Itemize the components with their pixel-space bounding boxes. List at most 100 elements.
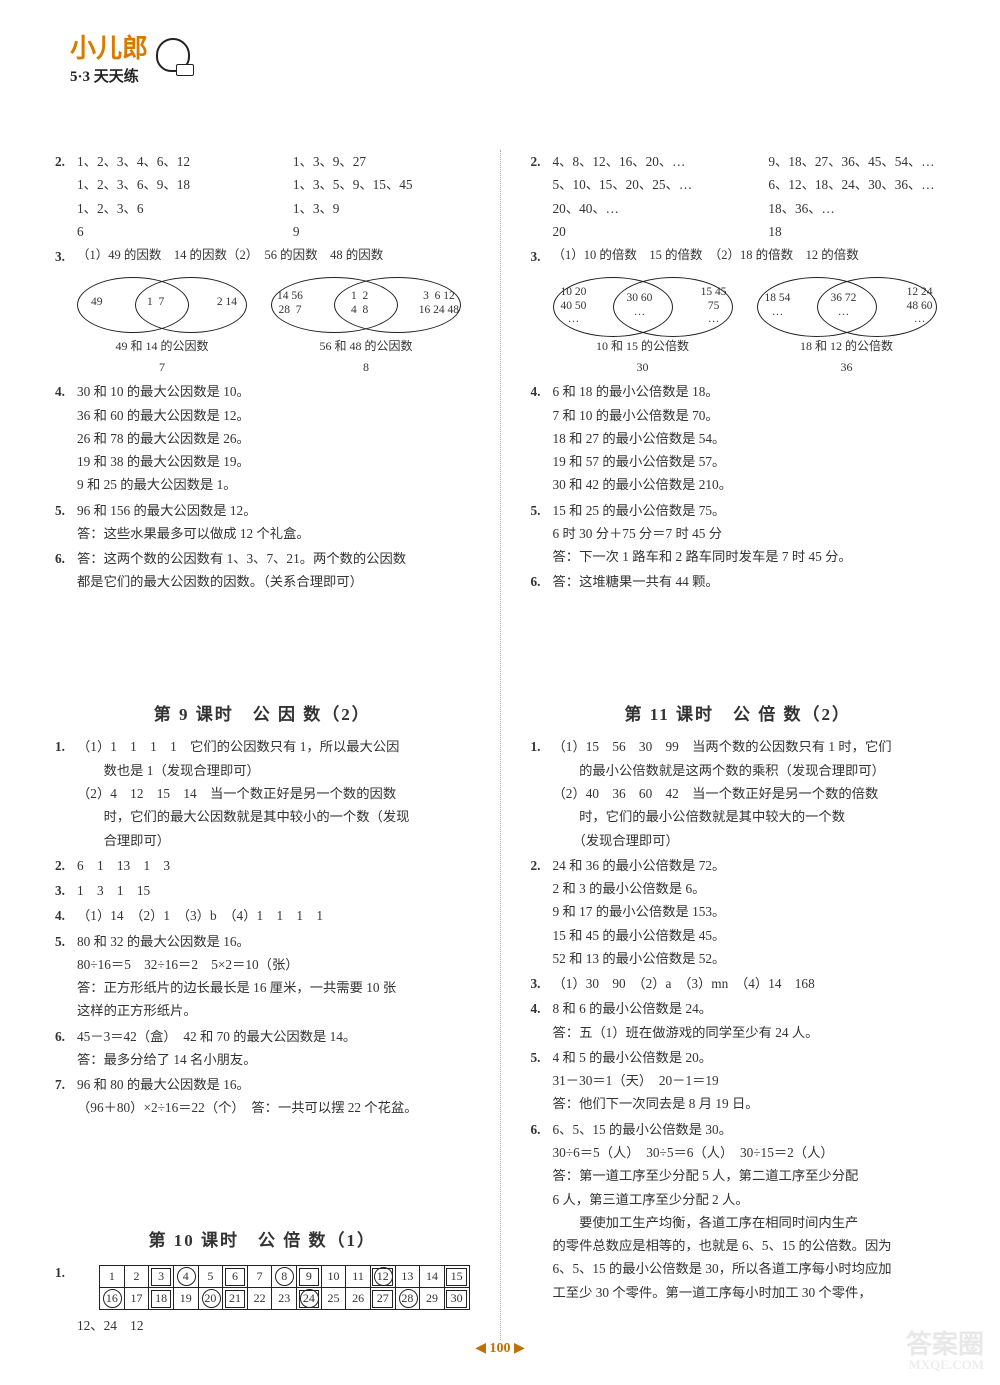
line: （1）15 56 30 99 当两个数的公因数只有 1 时，它们 [553, 735, 946, 758]
line: 9 和 17 的最小公倍数是 153。 [553, 900, 946, 923]
number-grid: 1234567891011121314151617181920212223242… [99, 1265, 470, 1310]
item-body: 答：这两个数的公因数有 1、3、7、21。两个数的公因数 都是它们的最大公因数的… [77, 547, 470, 594]
grid-cell: 11 [346, 1266, 371, 1288]
line: （1）30 90 （2）a （3）mn （4）14 168 [553, 972, 946, 995]
item-body: 24 和 36 的最小公倍数是 72。 2 和 3 的最小公倍数是 6。 9 和… [553, 854, 946, 970]
grid-cell: 23 [272, 1288, 297, 1310]
line: 数也是 1（发现合理即可） [77, 759, 470, 782]
grid-cell: 14 [420, 1266, 445, 1288]
line: 2 和 3 的最小公倍数是 6。 [553, 877, 946, 900]
line: （1）1 1 1 1 它们的公因数只有 1，所以最大公因 [77, 735, 470, 758]
line: 80 和 32 的最大公因数是 16。 [77, 930, 470, 953]
line: 12、24 12 [77, 1314, 470, 1337]
item-body: 6 和 18 的最小公倍数是 18。 7 和 10 的最小公倍数是 70。 18… [553, 380, 946, 496]
venn-answer: 30 [553, 357, 733, 378]
grid-cell: 19 [173, 1288, 198, 1310]
item-number: 1. [531, 735, 553, 851]
item-s11-2: 2. 24 和 36 的最小公倍数是 72。 2 和 3 的最小公倍数是 6。 … [531, 854, 946, 970]
item-number: 1. [55, 735, 77, 851]
grid-cell: 13 [395, 1266, 420, 1288]
venn-left: 18 54 … [765, 292, 791, 318]
line: 24 和 36 的最小公倍数是 72。 [553, 854, 946, 877]
page-footer: ◀ 100 ▶ [0, 1340, 1000, 1357]
grid-cell: 7 [247, 1266, 272, 1288]
venn-mid: 30 60 … [627, 292, 653, 318]
item-number: 1. [55, 1261, 77, 1337]
line: 答：第一道工序至少分配 5 人，第二道工序至少分配 [553, 1164, 946, 1187]
watermark-sub: MXQE.COM [906, 1358, 984, 1371]
line: （1）14 （2）1 （3）b （4）1 1 1 1 [77, 904, 470, 927]
item-L-5: 5. 96 和 156 的最大公因数是 12。 答：这些水果最多可以做成 12 … [55, 499, 470, 546]
line: 工至少 30 个零件。第一道工序每小时加工 30 个零件， [553, 1281, 946, 1304]
grid-cell: 20 [198, 1288, 223, 1310]
item-number: 4. [531, 997, 553, 1044]
item-number: 5. [55, 499, 77, 546]
right-column: 2. 4、8、12、16、20、…9、18、27、36、45、54、… 5、10… [531, 150, 946, 1340]
venn-pair: 49 1 7 2 14 49 和 14 的公因数 7 14 56 28 7 1 … [77, 272, 470, 378]
line: 6、5、15 的最小公倍数是 30。 [553, 1118, 946, 1141]
item-R-6: 6. 答：这堆糖果一共有 44 颗。 [531, 570, 946, 593]
grid-cell: 2 [124, 1266, 149, 1288]
grid-cell: 21 [223, 1288, 248, 1310]
grid-cell: 18 [149, 1288, 174, 1310]
footer-arrow-left-icon: ◀ [475, 1341, 486, 1356]
grid-cell: 24 [297, 1288, 322, 1310]
cell: 20 [553, 220, 769, 243]
line: 31－30＝1（天） 20－1＝19 [553, 1069, 946, 1092]
cell: 1、2、3、6、9、18 [77, 173, 293, 196]
cell: 9 [293, 220, 470, 243]
item-R-4: 4. 6 和 18 的最小公倍数是 18。 7 和 10 的最小公倍数是 70。… [531, 380, 946, 496]
grid-cell: 10 [321, 1266, 346, 1288]
line: 答：这两个数的公因数有 1、3、7、21。两个数的公因数 [77, 547, 470, 570]
brand-bottom: 5·3 天天练 [70, 65, 148, 86]
grid-cell: 9 [297, 1266, 322, 1288]
grid-cell: 29 [420, 1288, 445, 1310]
cell: 18 [768, 220, 945, 243]
venn-right: 12 24 48 60 … [907, 286, 933, 326]
grid-cell: 16 [100, 1288, 125, 1310]
item-number: 6. [531, 1118, 553, 1304]
line: 80÷16＝5 32÷16＝2 5×2＝10（张） [77, 953, 470, 976]
item-body: 4、8、12、16、20、…9、18、27、36、45、54、… 5、10、15… [553, 150, 946, 243]
grid-cell: 26 [346, 1288, 371, 1310]
item-number: 5. [55, 930, 77, 1023]
item-body: （1）10 的倍数 15 的倍数 （2）18 的倍数 12 的倍数 [553, 245, 946, 268]
item-number: 7. [55, 1073, 77, 1120]
line: 6 和 18 的最小公倍数是 18。 [553, 380, 946, 403]
grid-cell: 30 [444, 1288, 469, 1310]
venn-bottom-label: 10 和 15 的公倍数 [553, 336, 733, 357]
item-number: 5. [531, 1046, 553, 1116]
item-R-2: 2. 4、8、12、16、20、…9、18、27、36、45、54、… 5、10… [531, 150, 946, 243]
item-number: 3. [55, 245, 77, 268]
item-body: 4 和 5 的最小公倍数是 20。 31－30＝1（天） 20－1＝19 答：他… [553, 1046, 946, 1116]
cell: 18、36、… [768, 197, 945, 220]
line: 96 和 80 的最大公因数是 16。 [77, 1073, 470, 1096]
line: 30 和 10 的最大公因数是 10。 [77, 380, 470, 403]
item-number: 6. [55, 1025, 77, 1072]
item-s9-1: 1. （1）1 1 1 1 它们的公因数只有 1，所以最大公因 数也是 1（发现… [55, 735, 470, 851]
watermark: 答案圈 MXQE.COM [906, 1332, 984, 1371]
line: 的零件总数应是相等的，也就是 6、5、15 的公倍数。因为 [553, 1234, 946, 1257]
line: 19 和 57 的最小公倍数是 57。 [553, 450, 946, 473]
grid-cell: 28 [395, 1288, 420, 1310]
item-number: 5. [531, 499, 553, 569]
venn-bottom-label: 49 和 14 的公因数 [77, 336, 247, 357]
line: 30 和 42 的最小公倍数是 210。 [553, 473, 946, 496]
item-body: 96 和 156 的最大公因数是 12。 答：这些水果最多可以做成 12 个礼盒… [77, 499, 470, 546]
line: 8 和 6 的最小公倍数是 24。 [553, 997, 946, 1020]
venn-mid: 1 7 [147, 296, 164, 309]
line: 19 和 38 的最大公因数是 19。 [77, 450, 470, 473]
item-body: 45－3＝42（盒） 42 和 70 的最大公因数是 14。 答：最多分给了 1… [77, 1025, 470, 1072]
line: 45－3＝42（盒） 42 和 70 的最大公因数是 14。 [77, 1025, 470, 1048]
item-s11-5: 5. 4 和 5 的最小公倍数是 20。 31－30＝1（天） 20－1＝19 … [531, 1046, 946, 1116]
grid-cell: 27 [370, 1288, 395, 1310]
item-body: 1234567891011121314151617181920212223242… [77, 1261, 470, 1337]
item-number: 2. [55, 150, 77, 243]
grid-cell: 22 [247, 1288, 272, 1310]
cell: 1、3、9 [293, 197, 470, 220]
line: 6、5、15 的最小公倍数是 30，所以各道工序每小时均应加 [553, 1257, 946, 1280]
item-body: （1）1 1 1 1 它们的公因数只有 1，所以最大公因 数也是 1（发现合理即… [77, 735, 470, 851]
line: 要使加工生产均衡，各道工序在相同时间内生产 [553, 1211, 946, 1234]
line: 6 时 30 分＋75 分＝7 时 45 分 [553, 522, 946, 545]
line: 合理即可） [77, 829, 470, 852]
